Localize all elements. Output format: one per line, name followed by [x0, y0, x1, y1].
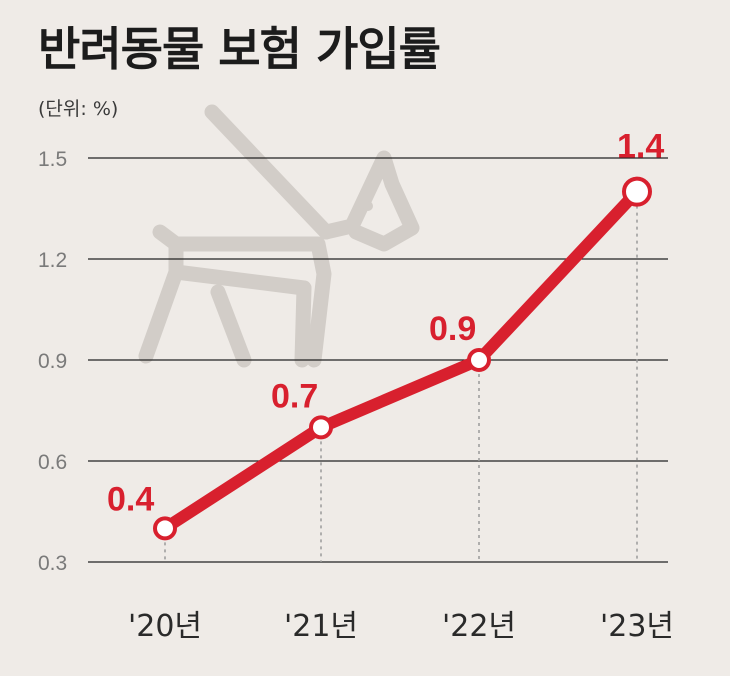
data-point: [622, 176, 652, 207]
data-point: [467, 348, 491, 372]
data-label: 0.9: [429, 310, 476, 348]
x-tick-label: '20년: [128, 609, 202, 644]
data-label: 0.4: [107, 480, 154, 518]
dog-eye-icon: [363, 201, 373, 211]
y-tick-label: 1.2: [38, 249, 67, 272]
data-point: [153, 516, 177, 541]
y-tick-label: 0.3: [38, 552, 67, 575]
series-line: [159, 185, 643, 535]
x-tick-label: '22년: [442, 609, 516, 644]
chart-title: 반려동물 보험 가입률: [38, 22, 441, 76]
unit-label: (단위: %): [38, 98, 119, 120]
y-tick-label: 0.9: [38, 350, 67, 373]
data-label: 1.4: [617, 128, 664, 166]
x-tick-label: '23년: [600, 609, 674, 644]
y-tick-label: 0.6: [38, 451, 67, 474]
y-tick-label: 1.5: [38, 148, 67, 171]
x-tick-label: '21년: [284, 609, 358, 644]
dog-on-leash-icon: [138, 104, 420, 368]
data-label: 0.7: [271, 377, 318, 415]
data-point: [309, 415, 333, 440]
